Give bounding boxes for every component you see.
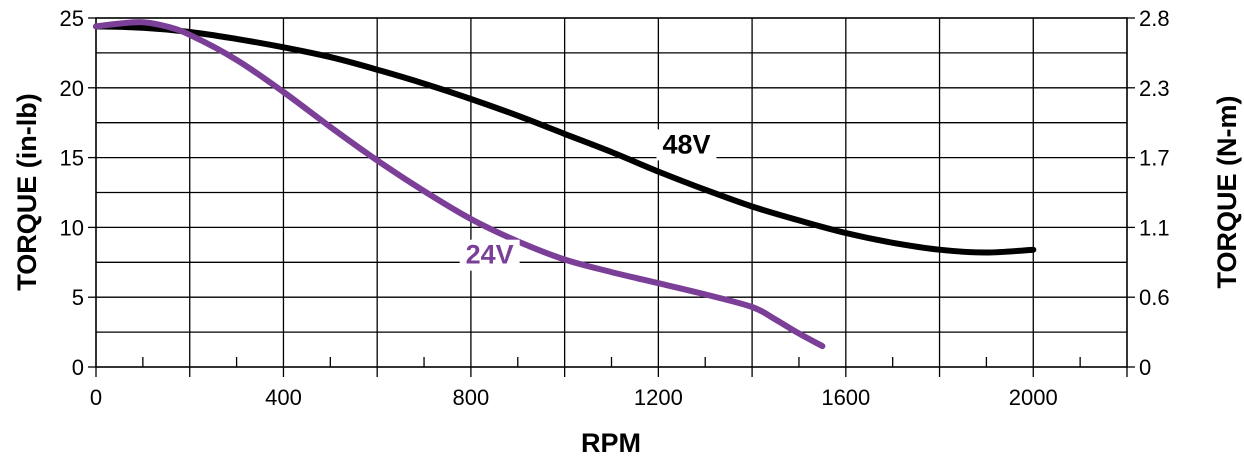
right-tick-label: 0 bbox=[1139, 355, 1151, 380]
left-tick-label: 5 bbox=[72, 285, 84, 310]
left-tick-label: 20 bbox=[60, 76, 84, 101]
x-tick-label: 1200 bbox=[634, 385, 683, 410]
series-line-48v bbox=[93, 23, 1037, 256]
right-tick-label: 2.8 bbox=[1139, 6, 1170, 31]
right-tick-label: 1.1 bbox=[1139, 215, 1170, 240]
series-label-backing bbox=[656, 129, 717, 161]
right-axis-ticks: 0 0.6 1.1 1.7 2.3 2.8 bbox=[1127, 6, 1170, 380]
x-tick-label: 800 bbox=[453, 385, 490, 410]
right-tick-label: 0.6 bbox=[1139, 285, 1170, 310]
right-tick-label: 1.7 bbox=[1139, 146, 1170, 171]
right-tick-label: 2.3 bbox=[1139, 76, 1170, 101]
x-tick-label: 1600 bbox=[821, 385, 870, 410]
left-tick-label: 25 bbox=[60, 6, 84, 31]
x-tick-label: 0 bbox=[90, 385, 102, 410]
series-layer bbox=[93, 19, 1037, 350]
left-tick-label: 15 bbox=[60, 146, 84, 171]
series-label-24v: 24V bbox=[466, 240, 514, 270]
left-tick-label: 10 bbox=[60, 215, 84, 240]
y-axis-title-left: TORQUE (in-lb) bbox=[12, 93, 42, 290]
x-axis-ticks: 0 400 800 1200 1600 2000 bbox=[90, 357, 1128, 410]
y-axis-title-right: TORQUE (N-m) bbox=[1212, 96, 1242, 289]
x-tick-label: 400 bbox=[265, 385, 302, 410]
series-label-backing bbox=[459, 239, 520, 271]
series-line-24v bbox=[93, 19, 826, 350]
series-labels: 48V 24V bbox=[459, 129, 717, 271]
series-label-48v: 48V bbox=[662, 129, 710, 159]
left-axis-ticks: 0 5 10 15 20 25 bbox=[60, 6, 96, 380]
x-axis-title: RPM bbox=[581, 428, 641, 458]
chart-grid bbox=[96, 18, 1127, 367]
x-tick-label: 2000 bbox=[1009, 385, 1058, 410]
left-tick-label: 0 bbox=[72, 355, 84, 380]
